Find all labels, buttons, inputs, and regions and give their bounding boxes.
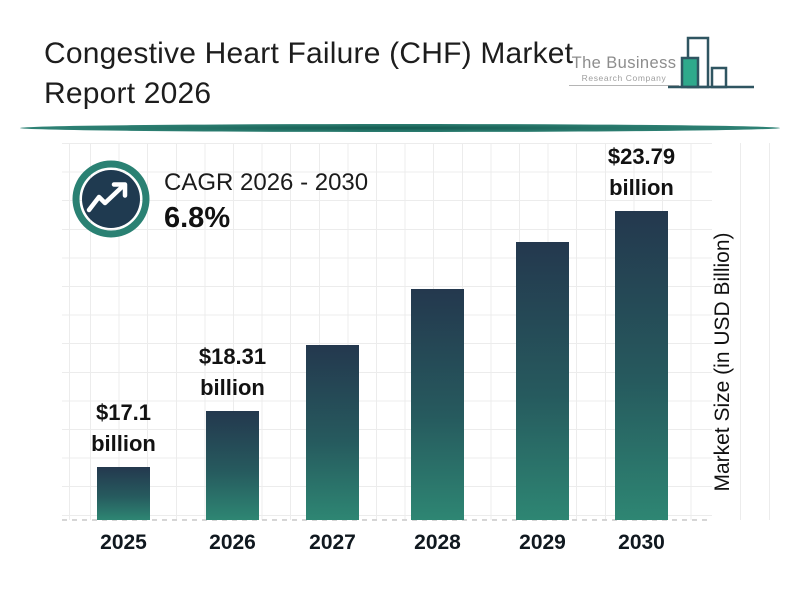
bar-2026 [206, 411, 259, 520]
y-axis-label: Market Size (in USD Billion) [711, 232, 734, 492]
company-name: The Business [571, 54, 677, 72]
gridline-right-2 [769, 143, 770, 520]
value-label-2025: $17.1 billion [91, 400, 156, 456]
cagr-value: 6.8% [164, 202, 231, 234]
bar-2028 [411, 289, 464, 520]
company-logo: The Business Research Company [565, 28, 765, 96]
value-label-2030: $23.79 billion [607, 144, 676, 200]
x-tick-2027: 2027 [309, 531, 356, 554]
value-label-2026: $18.31 billion [198, 344, 267, 400]
page-title-line1: Congestive Heart Failure (CHF) Market [44, 37, 574, 70]
chart-baseline [62, 519, 712, 521]
bar-chart-skyline-icon [668, 36, 754, 89]
x-tick-2030: 2030 [618, 531, 665, 554]
header-divider [20, 124, 780, 132]
page-title-line2: Report 2026 [44, 77, 212, 110]
bar-2027 [306, 345, 359, 520]
trend-up-arrow-icon [72, 160, 150, 238]
page-title: Congestive Heart Failure (CHF) Market Re… [44, 34, 584, 114]
cagr-period-label: CAGR 2026 - 2030 [164, 169, 369, 196]
bar-2029 [516, 242, 569, 520]
chart-gridlines [62, 143, 712, 520]
x-tick-2028: 2028 [414, 531, 461, 554]
x-tick-2026: 2026 [209, 531, 256, 554]
bar-2030 [615, 211, 668, 520]
x-tick-2029: 2029 [519, 531, 566, 554]
gridline-right-1 [740, 143, 741, 520]
company-logo-text: The Business Research Company [569, 54, 679, 86]
company-subname: Research Company [581, 73, 667, 83]
x-tick-2025: 2025 [100, 531, 147, 554]
bar-2025 [97, 467, 150, 520]
